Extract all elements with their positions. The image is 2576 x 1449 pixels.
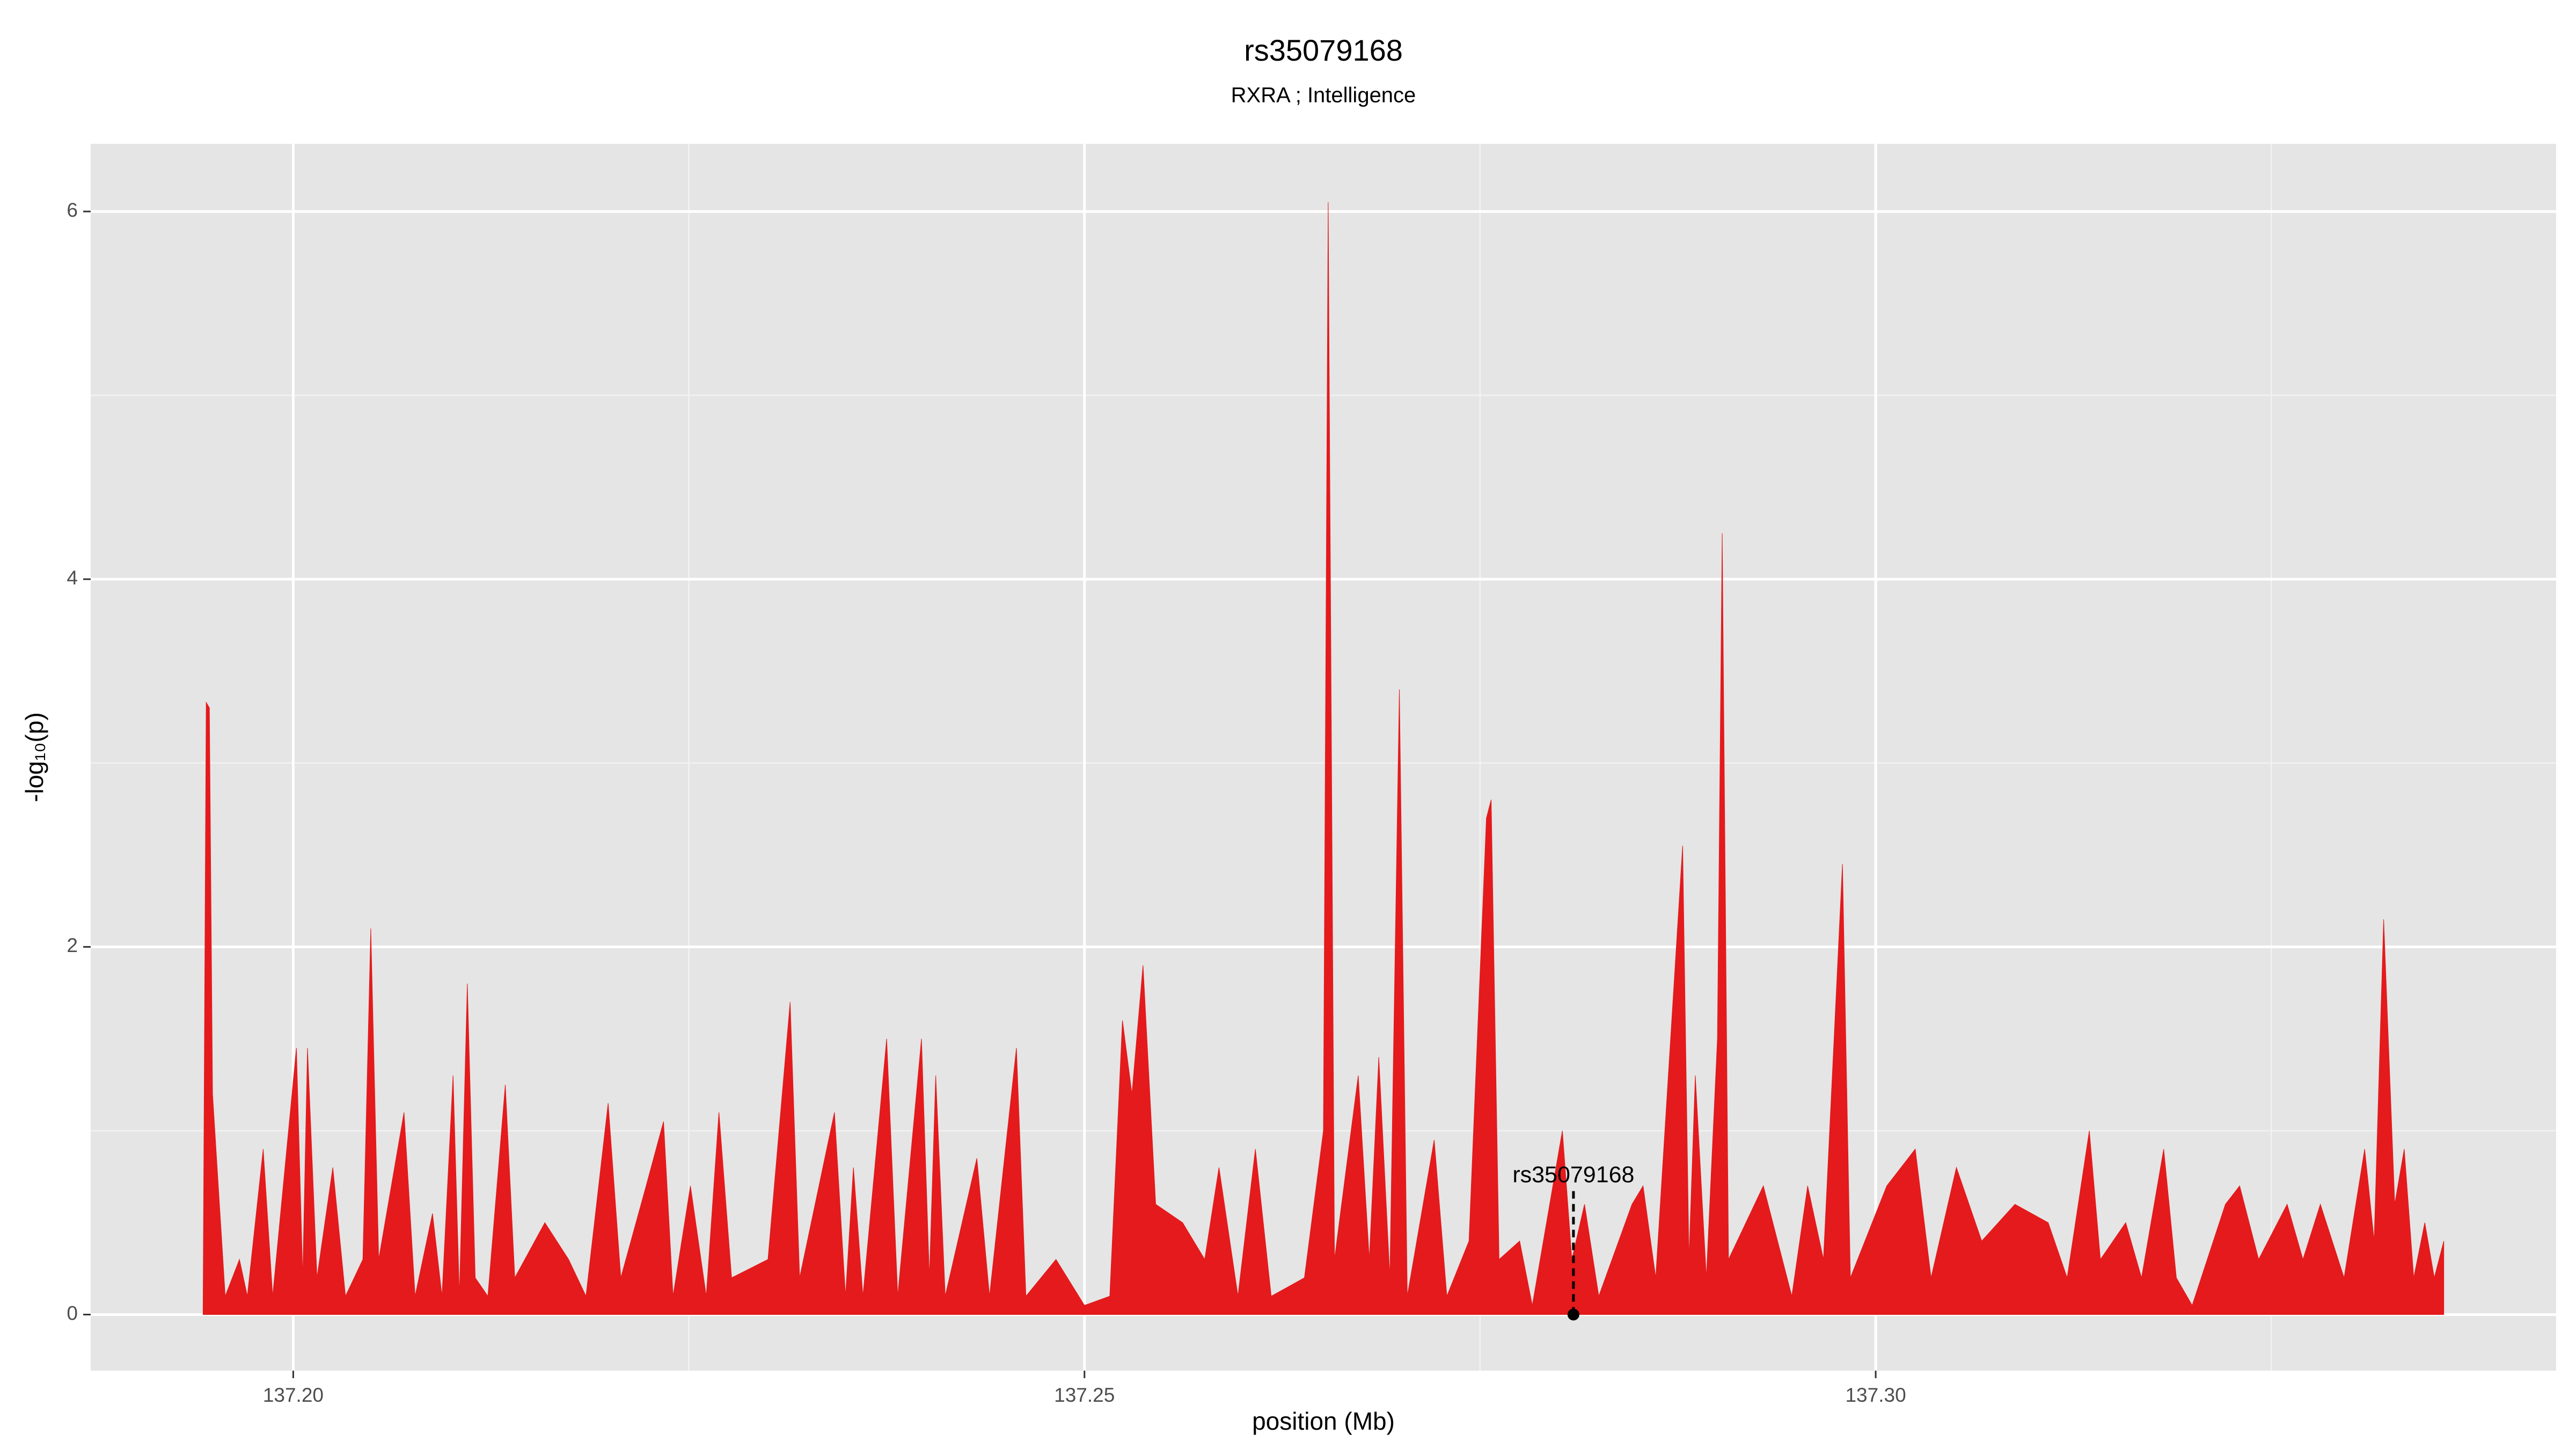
- chart-title: rs35079168: [1244, 33, 1403, 67]
- y-tick-label: 2: [67, 934, 78, 956]
- y-tick-label: 4: [67, 567, 78, 589]
- chart-subtitle: RXRA ; Intelligence: [1231, 84, 1416, 107]
- x-tick-label: 137.30: [1845, 1384, 1906, 1406]
- area: [202, 202, 2445, 1315]
- x-tick-label: 137.20: [263, 1384, 324, 1406]
- annotation-point: [1567, 1308, 1579, 1321]
- x-tick-label: 137.25: [1054, 1384, 1115, 1406]
- y-tick-label: 6: [67, 199, 78, 221]
- annotation-label: rs35079168: [1512, 1162, 1634, 1188]
- x-axis-title: position (Mb): [1252, 1407, 1395, 1435]
- y-axis-title: -log₁₀(p): [20, 712, 48, 802]
- y-tick-label: 0: [67, 1302, 78, 1324]
